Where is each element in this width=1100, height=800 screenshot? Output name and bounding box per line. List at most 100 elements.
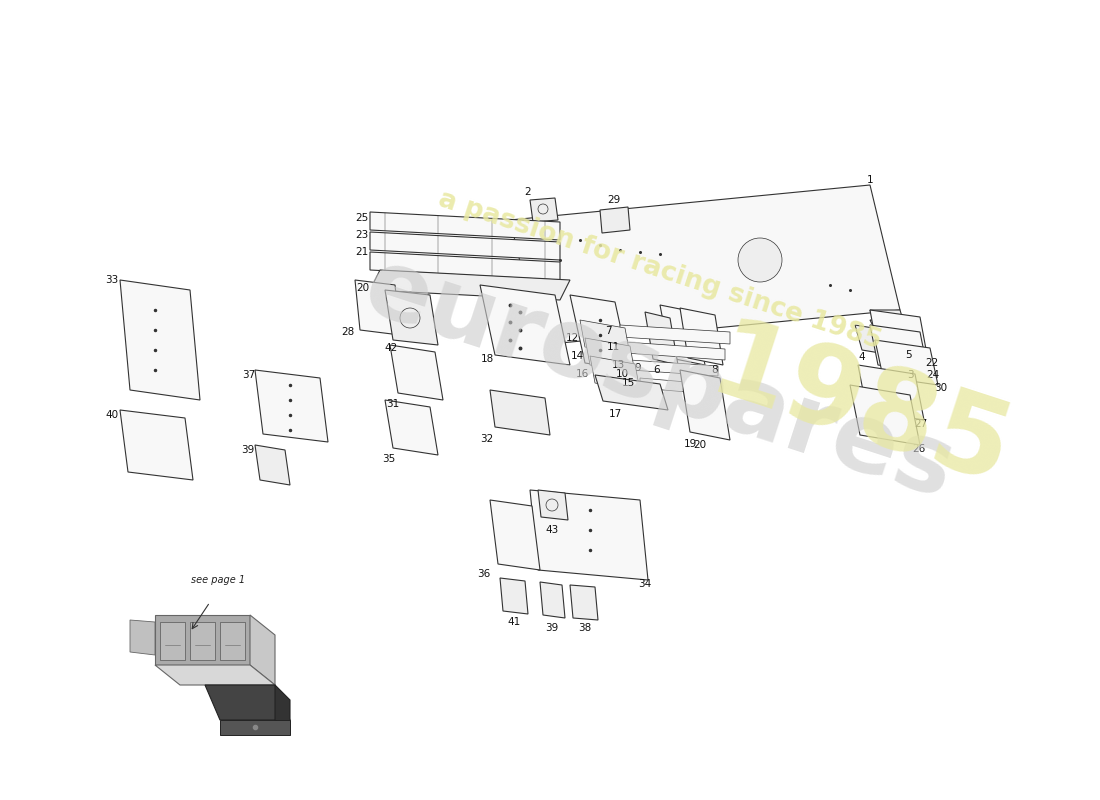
- Text: 3: 3: [906, 370, 913, 380]
- Text: a passion for racing since 1985: a passion for racing since 1985: [436, 186, 884, 354]
- Polygon shape: [370, 270, 570, 300]
- Polygon shape: [680, 308, 723, 365]
- Polygon shape: [510, 185, 900, 345]
- Polygon shape: [640, 378, 710, 394]
- Text: 33: 33: [106, 275, 119, 285]
- Polygon shape: [870, 320, 920, 350]
- Text: 5: 5: [904, 350, 911, 360]
- Text: 43: 43: [546, 525, 559, 535]
- Text: 22: 22: [925, 358, 938, 368]
- Polygon shape: [480, 285, 570, 365]
- Text: 13: 13: [612, 360, 625, 370]
- Polygon shape: [590, 356, 640, 391]
- Text: 20: 20: [356, 283, 370, 293]
- Polygon shape: [120, 280, 200, 400]
- Polygon shape: [370, 252, 560, 280]
- Polygon shape: [500, 578, 528, 614]
- Text: 34: 34: [638, 579, 651, 589]
- Polygon shape: [625, 342, 725, 360]
- Polygon shape: [155, 665, 275, 685]
- Polygon shape: [370, 212, 560, 240]
- Text: 42: 42: [384, 343, 397, 353]
- Text: 40: 40: [106, 410, 119, 420]
- Polygon shape: [540, 582, 565, 618]
- Text: 4: 4: [859, 352, 866, 362]
- Polygon shape: [205, 685, 290, 720]
- Text: 27: 27: [914, 419, 927, 429]
- Text: 19: 19: [683, 439, 696, 449]
- Text: 36: 36: [477, 569, 491, 579]
- Polygon shape: [680, 370, 730, 440]
- Text: 11: 11: [606, 342, 619, 352]
- Text: 12: 12: [565, 333, 579, 343]
- Text: 9: 9: [635, 363, 641, 373]
- Polygon shape: [250, 615, 275, 685]
- Text: 7: 7: [605, 326, 612, 336]
- Polygon shape: [600, 207, 630, 233]
- Polygon shape: [490, 500, 540, 570]
- Text: 25: 25: [355, 213, 368, 223]
- Text: 16: 16: [575, 369, 589, 379]
- Polygon shape: [585, 338, 635, 373]
- Polygon shape: [155, 615, 250, 665]
- Text: 39: 39: [241, 445, 254, 455]
- Polygon shape: [370, 232, 560, 260]
- Polygon shape: [120, 410, 192, 480]
- Text: 32: 32: [481, 434, 494, 444]
- Polygon shape: [570, 295, 630, 370]
- Polygon shape: [385, 400, 438, 455]
- Text: 26: 26: [912, 444, 925, 454]
- Polygon shape: [530, 490, 648, 580]
- Text: see page 1: see page 1: [191, 575, 245, 585]
- Polygon shape: [855, 325, 892, 355]
- Polygon shape: [530, 198, 558, 222]
- Text: 21: 21: [355, 247, 368, 257]
- Polygon shape: [870, 310, 928, 360]
- Text: 8: 8: [712, 365, 718, 375]
- Text: 1: 1: [867, 175, 873, 185]
- Polygon shape: [130, 620, 155, 655]
- Polygon shape: [255, 370, 328, 442]
- Text: 10: 10: [615, 369, 628, 379]
- Text: 41: 41: [507, 617, 520, 627]
- Text: 20: 20: [693, 440, 706, 450]
- Polygon shape: [580, 320, 630, 355]
- Polygon shape: [570, 585, 598, 620]
- Text: 15: 15: [621, 378, 635, 388]
- Polygon shape: [870, 325, 928, 372]
- Polygon shape: [870, 310, 918, 370]
- Polygon shape: [660, 305, 705, 365]
- Polygon shape: [538, 490, 568, 520]
- Polygon shape: [355, 280, 400, 335]
- Text: 2: 2: [525, 187, 531, 197]
- Text: 31: 31: [386, 399, 399, 409]
- Text: 6: 6: [653, 365, 660, 375]
- Text: eurospares: eurospares: [353, 241, 967, 519]
- Polygon shape: [850, 385, 920, 445]
- Polygon shape: [490, 390, 550, 435]
- Polygon shape: [874, 340, 938, 385]
- Circle shape: [738, 238, 782, 282]
- Polygon shape: [255, 445, 290, 485]
- Polygon shape: [220, 720, 290, 735]
- Text: 23: 23: [355, 230, 368, 240]
- Polygon shape: [630, 360, 718, 376]
- Text: 1985: 1985: [696, 311, 1023, 509]
- Polygon shape: [390, 345, 443, 400]
- Polygon shape: [160, 622, 185, 660]
- Polygon shape: [595, 375, 668, 410]
- Polygon shape: [190, 622, 214, 660]
- Polygon shape: [858, 365, 924, 420]
- Text: 29: 29: [607, 195, 620, 205]
- Text: 28: 28: [341, 327, 354, 337]
- Text: 30: 30: [934, 383, 947, 393]
- Text: 18: 18: [481, 354, 494, 364]
- Polygon shape: [275, 685, 290, 735]
- Text: 35: 35: [383, 454, 396, 464]
- Polygon shape: [620, 325, 730, 344]
- Text: 17: 17: [608, 409, 622, 419]
- Text: 37: 37: [242, 370, 255, 380]
- Text: 24: 24: [926, 370, 939, 380]
- Text: 39: 39: [546, 623, 559, 633]
- Polygon shape: [385, 290, 438, 345]
